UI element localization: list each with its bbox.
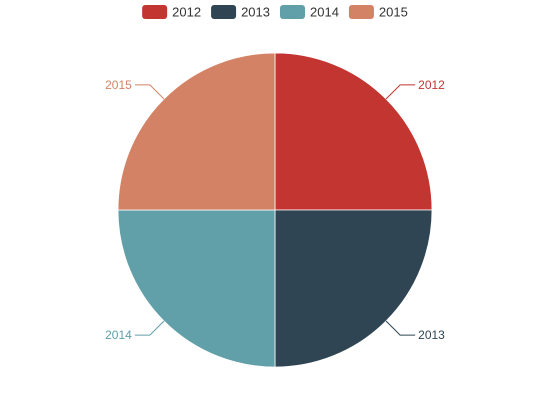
slice-labels: 2012 2013 2014 2015	[105, 78, 445, 342]
legend-label: 2012	[172, 5, 201, 20]
pie-slice-2013[interactable]	[274, 209, 433, 368]
label-leader-line	[134, 320, 165, 336]
legend-label: 2013	[241, 5, 270, 20]
legend: 2012 2013 2014 2015	[142, 5, 408, 20]
pie-slice-2014[interactable]	[117, 209, 276, 368]
label-leader-line	[385, 320, 416, 336]
legend-swatch	[280, 5, 305, 19]
label-leader-line	[134, 84, 165, 100]
pie-slice-2012[interactable]	[274, 52, 433, 211]
legend-item-2014[interactable]: 2014	[280, 5, 339, 20]
legend-swatch	[348, 5, 374, 19]
slice-label-2014: 2014	[105, 328, 132, 342]
legend-swatch	[211, 5, 237, 19]
label-leader-line	[385, 84, 416, 100]
legend-swatch	[142, 5, 168, 19]
legend-item-2015[interactable]: 2015	[348, 5, 408, 20]
pie-slice-2015[interactable]	[117, 52, 276, 211]
slice-label-2015: 2015	[105, 78, 132, 92]
legend-label: 2014	[310, 5, 339, 20]
legend-label: 2015	[379, 5, 408, 20]
legend-item-2012[interactable]: 2012	[142, 5, 201, 20]
slice-label-2012: 2012	[418, 78, 445, 92]
legend-item-2013[interactable]: 2013	[211, 5, 270, 20]
slice-label-2013: 2013	[418, 328, 445, 342]
pie-slices	[117, 52, 433, 368]
